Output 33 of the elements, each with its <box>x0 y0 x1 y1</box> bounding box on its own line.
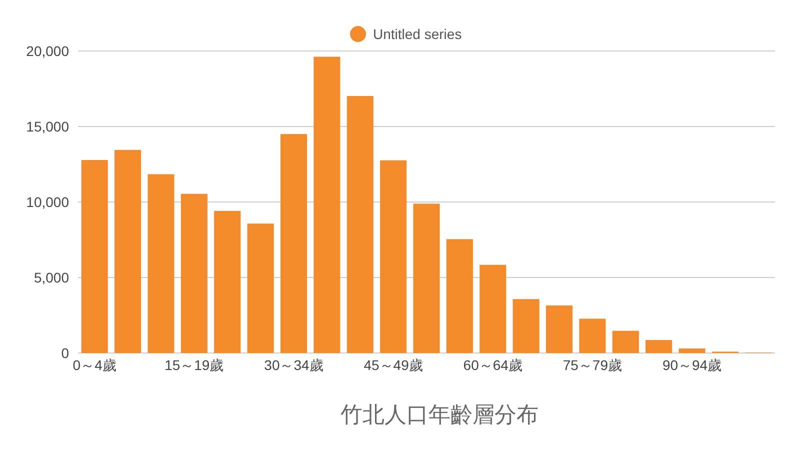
bar <box>314 56 340 353</box>
bar <box>180 194 208 353</box>
bar <box>214 210 241 353</box>
bar <box>114 150 142 353</box>
bar <box>346 96 374 353</box>
x-tick-label: 15～19歲 <box>164 357 224 373</box>
bar <box>480 264 506 353</box>
bar <box>380 160 407 353</box>
x-tick-label: 0～4歲 <box>72 357 116 373</box>
bar <box>512 299 540 353</box>
y-tick-label: 5,000 <box>34 270 70 286</box>
bar <box>148 174 174 353</box>
text: 竹北人口年齡層分布 <box>340 402 538 427</box>
bar <box>280 134 308 353</box>
bar <box>678 348 706 353</box>
bar <box>247 224 274 353</box>
x-tick-label: 90～94歲 <box>662 357 722 373</box>
x-tick-label: 75～79歲 <box>562 357 622 373</box>
bar <box>546 305 573 353</box>
y-tick-label: 0 <box>61 345 70 361</box>
y-tick-label: 15,000 <box>26 118 70 134</box>
x-tick-label: 30～34歲 <box>264 357 324 373</box>
x-tick-label: 60～64歲 <box>463 357 522 373</box>
bar <box>646 340 672 353</box>
bar <box>579 318 606 353</box>
bar <box>446 239 473 353</box>
bar <box>612 330 639 353</box>
bar <box>413 204 440 353</box>
bar <box>81 160 108 353</box>
legend-label: Untitled series <box>373 26 462 42</box>
x-tick-label: 45～49歲 <box>364 357 423 373</box>
y-tick-label: 20,000 <box>26 43 70 59</box>
y-tick-label: 10,000 <box>26 194 70 210</box>
